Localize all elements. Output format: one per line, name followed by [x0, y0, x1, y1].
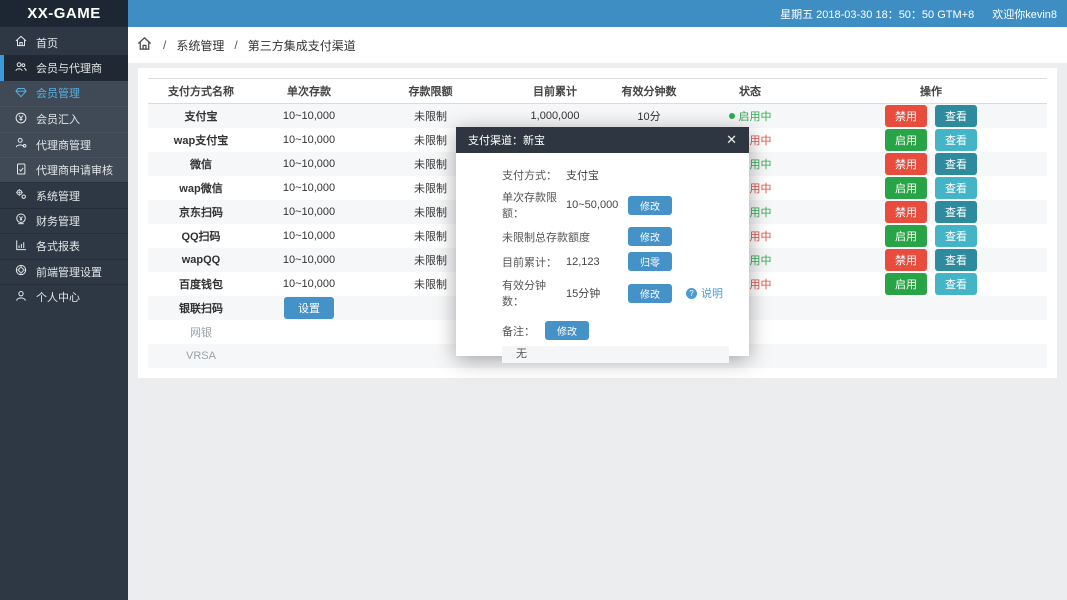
- view-button[interactable]: 查看: [935, 105, 977, 127]
- field-total-quota: 未限制总存款额度 修改: [502, 227, 729, 246]
- coin-icon: [14, 111, 28, 128]
- modal-title: 支付渠道：新宝: [468, 135, 545, 147]
- audit-icon: [14, 162, 28, 179]
- welcome-text: 欢迎你kevin8: [992, 8, 1057, 21]
- status-badge: 启用中: [728, 108, 772, 124]
- enable-button[interactable]: 启用: [885, 177, 927, 199]
- sidebar-item-finance-management[interactable]: 财务管理: [0, 207, 128, 233]
- datetime-text: 星期五 2018-03-30 18：50：50 GTM+8: [780, 8, 975, 21]
- status-dot-icon: [728, 113, 735, 119]
- enable-button[interactable]: 启用: [885, 273, 927, 295]
- vip-icon: [14, 85, 28, 102]
- users-icon: [14, 60, 28, 77]
- field-current-total: 目前累计： 12,123 归零: [502, 252, 729, 271]
- report-icon: [14, 238, 28, 255]
- breadcrumb-system-management[interactable]: 系统管理: [176, 38, 225, 53]
- table-header-row: 支付方式名称 单次存款 存款限额 目前累计 有效分钟数 状态 操作: [148, 78, 1047, 104]
- modal-body: 支付方式： 支付宝 单次存款限额： 10~50,000 修改 未限制总存款额度 …: [456, 153, 749, 363]
- table-row: QQ扫码 10~10,000 未限制 停用中 启用 查看: [148, 224, 1047, 248]
- modify-button[interactable]: 修改: [628, 195, 672, 215]
- modify-button[interactable]: 修改: [628, 283, 672, 303]
- finance-icon: [14, 212, 28, 229]
- top-bar: XX-GAME 星期五 2018-03-30 18：50：50 GTM+8 欢迎…: [0, 0, 1067, 27]
- help-link[interactable]: ? 说明: [686, 285, 723, 301]
- field-remark: 备注： 修改: [502, 321, 729, 340]
- page-title: 第三方集成支付渠道: [247, 38, 356, 53]
- enable-button[interactable]: 启用: [885, 225, 927, 247]
- breadcrumb-home-icon[interactable]: [136, 35, 153, 55]
- question-circle-icon: ?: [686, 287, 697, 299]
- disable-button[interactable]: 禁用: [885, 153, 927, 175]
- sidebar-item-frontend-settings[interactable]: 前端管理设置: [0, 258, 128, 284]
- enable-button[interactable]: 启用: [885, 129, 927, 151]
- view-button[interactable]: 查看: [935, 177, 977, 199]
- view-button[interactable]: 查看: [935, 249, 977, 271]
- table-row: 支付宝 10~10,000 未限制 1,000,000 10分 启用中 禁用 查看: [148, 103, 1047, 128]
- field-payment-method: 支付方式： 支付宝: [502, 170, 599, 182]
- topbar-right: 星期五 2018-03-30 18：50：50 GTM+8 欢迎你kevin8: [128, 0, 1067, 27]
- field-deposit-limit: 单次存款限额： 10~50,000 修改: [502, 189, 729, 221]
- close-icon[interactable]: ✕: [726, 132, 737, 147]
- field-valid-minutes: 有效分钟数： 15分钟 修改 ? 说明: [502, 280, 723, 308]
- remark-text-box: 无: [502, 346, 729, 363]
- profile-icon: [14, 289, 28, 306]
- sidebar-item-member-import[interactable]: 会员汇入: [0, 106, 128, 132]
- modify-button[interactable]: 修改: [628, 227, 672, 246]
- view-button[interactable]: 查看: [935, 129, 977, 151]
- setting-button[interactable]: 设置: [284, 297, 334, 319]
- settings-icon: [14, 263, 28, 280]
- sidebar-item-system-management[interactable]: 系统管理: [0, 182, 128, 207]
- reset-zero-button[interactable]: 归零: [628, 252, 672, 271]
- breadcrumb: / 系统管理 / 第三方集成支付渠道: [128, 27, 1067, 63]
- gears-icon: [14, 187, 28, 204]
- sidebar-item-member-management[interactable]: 会员管理: [0, 80, 128, 107]
- sidebar-item-agent-audit[interactable]: 代理商申请审核: [0, 156, 128, 183]
- sidebar-item-agent-management[interactable]: 代理商管理: [0, 131, 128, 157]
- disable-button[interactable]: 禁用: [885, 201, 927, 223]
- disable-button[interactable]: 禁用: [885, 249, 927, 271]
- sidebar-item-personal-center[interactable]: 个人中心: [0, 283, 128, 309]
- view-button[interactable]: 查看: [935, 225, 977, 247]
- sidebar: 首页 会员与代理商 会员管理 会员汇入 代理商管理 代理商申请审核 系统管理 财…: [0, 27, 128, 600]
- sidebar-item-members-agents[interactable]: 会员与代理商: [0, 55, 128, 81]
- modal-header: 支付渠道：新宝 ✕: [456, 127, 749, 153]
- table-row: 网银: [190, 327, 212, 339]
- sidebar-item-home[interactable]: 首页: [0, 30, 128, 55]
- view-button[interactable]: 查看: [935, 273, 977, 295]
- sidebar-item-reports[interactable]: 各式报表: [0, 233, 128, 258]
- home-icon: [14, 34, 28, 51]
- modify-button[interactable]: 修改: [545, 321, 589, 340]
- payment-channel-modal: 支付渠道：新宝 ✕ 支付方式： 支付宝 单次存款限额： 10~50,000 修改…: [456, 127, 749, 363]
- view-button[interactable]: 查看: [935, 153, 977, 175]
- agent-icon: [14, 136, 28, 153]
- app-logo: XX-GAME: [0, 0, 128, 27]
- table-row: wap微信 10~10,000 未限制 停用中 启用 查看: [148, 176, 1047, 200]
- view-button[interactable]: 查看: [935, 201, 977, 223]
- disable-button[interactable]: 禁用: [885, 105, 927, 127]
